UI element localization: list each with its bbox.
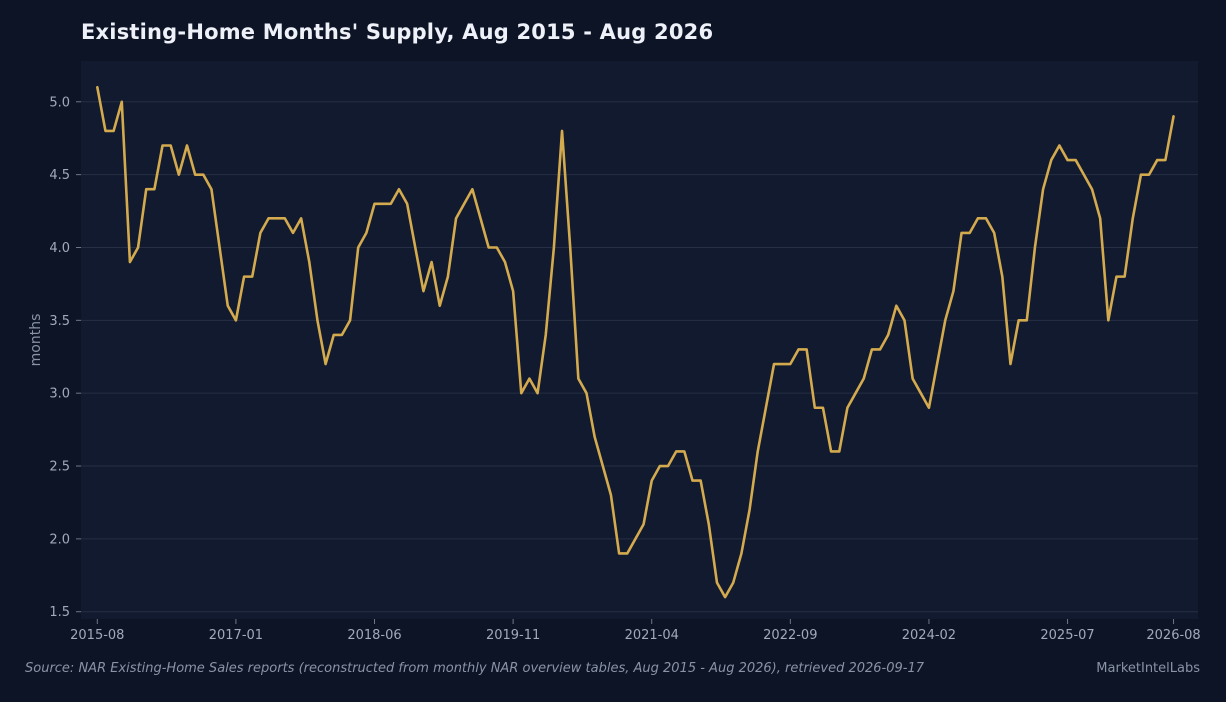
x-tick-label: 2025-07 — [1040, 628, 1094, 643]
y-tick-label: 3.0 — [49, 387, 70, 402]
brand-label: MarketIntelLabs — [1096, 661, 1200, 676]
gridlines — [81, 101, 1198, 613]
y-tick-label: 4.0 — [49, 241, 70, 256]
x-tick-label: 2017-01 — [209, 628, 263, 643]
x-tick-label: 2022-09 — [763, 628, 817, 643]
x-tick-label: 2026-08 — [1146, 628, 1200, 643]
source-note: Source: NAR Existing-Home Sales reports … — [25, 661, 925, 676]
y-tick-label: 1.5 — [49, 605, 70, 620]
x-tick-label: 2021-04 — [625, 628, 679, 643]
y-tick-label: 2.5 — [49, 460, 70, 475]
axes: 1.5 2.0 2.5 3.0 3.5 4.0 4.5 5.0 2015-08 2017-01 20… — [49, 95, 1200, 643]
y-tick-label: 2.0 — [49, 532, 70, 547]
series-layer — [96, 85, 1175, 599]
months-supply-series-line — [96, 85, 1175, 599]
chart-title: Existing-Home Months' Supply, Aug 2015 -… — [81, 20, 714, 44]
y-axis-label: months — [28, 314, 44, 367]
x-tick-label: 2015-08 — [70, 628, 124, 643]
x-tick-label: 2024-02 — [902, 628, 956, 643]
plot-area — [81, 61, 1198, 619]
y-tick-label: 5.0 — [49, 95, 70, 110]
x-tick-label: 2019-11 — [486, 628, 540, 643]
x-tick-label: 2018-06 — [347, 628, 401, 643]
y-tick-label: 4.5 — [49, 168, 70, 183]
y-tick-label: 3.5 — [49, 314, 70, 329]
